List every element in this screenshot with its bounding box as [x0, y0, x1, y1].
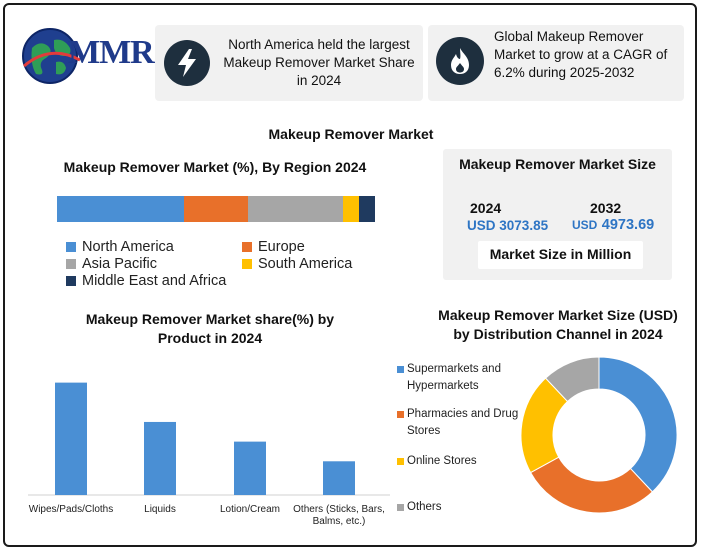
product-bar-liquids	[144, 421, 176, 495]
region-segment-middle-east-and-africa	[359, 196, 375, 222]
region-legend-item-europe: Europe	[242, 239, 305, 255]
channel-legend-label-supermarkets-and-hypermarkets: Supermarkets and Hypermarkets	[407, 363, 501, 392]
logo	[20, 22, 150, 92]
product-bar-chart	[28, 382, 390, 496]
channel-slice-others	[544, 356, 600, 403]
logo-text: MMR	[68, 34, 155, 71]
region-segment-asia-pacific	[247, 196, 344, 222]
product-category-label-lotion-cream: Lotion/Cream	[219, 504, 281, 515]
year-2024: 2024	[470, 200, 502, 216]
value-2032-prefix: USD	[572, 218, 598, 232]
product-category-label-others-sticks-bars-balms-etc: Others (Sticks, Bars, Balms, etc.)	[293, 504, 385, 527]
legend-swatch	[242, 242, 252, 252]
highlight-card-cagr: Global Makeup Remover Market to grow at …	[428, 25, 684, 101]
region-chart-title: Makeup Remover Market (%), By Region 202…	[63, 159, 367, 175]
product-category-label-wipes-pads-cloths: Wipes/Pads/Cloths	[28, 504, 114, 515]
market-size-unit-box	[478, 241, 643, 269]
legend-label: South America	[258, 256, 353, 272]
region-legend-item-asia-pacific: Asia Pacific	[66, 256, 157, 272]
region-segment-north-america	[57, 196, 185, 222]
channel-donut-chart	[520, 356, 678, 514]
region-segment-europe	[184, 196, 248, 222]
channel-legend-swatch-supermarkets-and-hypermarkets	[397, 366, 404, 373]
channel-legend-swatch-others	[397, 504, 404, 511]
channel-legend-label-others: Others	[407, 501, 442, 513]
product-category-label-liquids: Liquids	[144, 504, 176, 515]
highlight-text-share: North America held the largest Makeup Re…	[223, 37, 415, 88]
channel-slice-pharmacies-and-drug-stores	[529, 456, 654, 514]
value-2032-amount: 4973.69	[601, 217, 655, 233]
value-2024-amount: 3073.85	[499, 218, 549, 233]
value-2032: USD 4973.69	[572, 216, 654, 234]
channel-chart-title: Makeup Remover Market Size (USD) by Dist…	[438, 307, 678, 342]
legend-swatch	[66, 242, 76, 252]
globe-icon	[22, 28, 81, 84]
channel-legend-label-pharmacies-and-drug-stores: Pharmacies and Drug Stores	[407, 408, 519, 437]
value-2024-prefix: USD	[467, 218, 496, 233]
product-bar-wipes-pads-cloths	[55, 382, 87, 495]
legend-swatch	[242, 259, 252, 269]
channel-legend-swatch-online-stores	[397, 458, 404, 465]
region-stacked-bar	[57, 196, 375, 222]
region-legend-item-middle-east-and-africa: Middle East and Africa	[66, 273, 226, 289]
region-legend-item-north-america: North America	[66, 239, 174, 255]
highlight-text-cagr: Global Makeup Remover Market to grow at …	[494, 29, 668, 80]
flame-icon	[436, 37, 484, 85]
year-2032: 2032	[590, 200, 622, 216]
market-size-title: Makeup Remover Market Size	[459, 156, 656, 172]
legend-label: Middle East and Africa	[82, 273, 227, 289]
legend-swatch	[66, 276, 76, 286]
product-chart-title: Makeup Remover Market share(%) by Produc…	[85, 311, 335, 346]
lightning-icon	[164, 40, 210, 86]
channel-legend-swatch-pharmacies-and-drug-stores	[397, 411, 404, 418]
market-size-unit: Market Size in Million	[489, 246, 632, 262]
region-legend-item-south-america: South America	[242, 256, 352, 272]
value-2024: USD 3073.85	[467, 218, 548, 233]
main-title: Makeup Remover Market	[268, 126, 434, 142]
region-segment-south-america	[343, 196, 360, 222]
legend-swatch	[66, 259, 76, 269]
product-bar-others-sticks-bars-balms-etc	[323, 461, 355, 495]
legend-label: North America	[82, 239, 174, 255]
product-bar-lotion-cream	[234, 441, 266, 495]
highlight-card-share: North America held the largest Makeup Re…	[155, 25, 423, 101]
legend-label: Asia Pacific	[82, 256, 157, 272]
channel-legend-label-online-stores: Online Stores	[407, 455, 477, 467]
legend-label: Europe	[258, 239, 305, 255]
channel-slice-supermarkets-and-hypermarkets	[598, 356, 678, 493]
